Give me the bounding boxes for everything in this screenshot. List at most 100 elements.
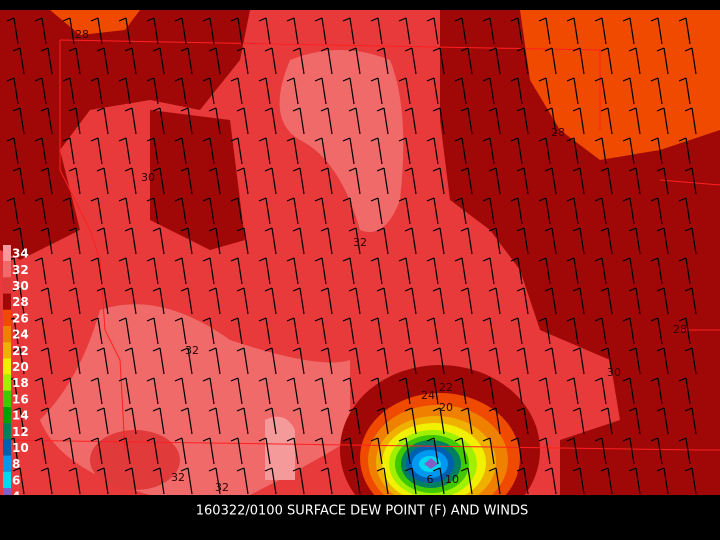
barb-shaft (215, 107, 221, 135)
barb-shaft (97, 17, 103, 45)
barb-shaft (383, 347, 389, 375)
barb-flag (432, 287, 441, 292)
barb-shaft (663, 227, 669, 255)
barb-flag (628, 227, 637, 232)
boundaries (0, 39, 720, 451)
barb-flag (34, 377, 43, 382)
barb-flag (566, 197, 575, 202)
barb-shaft (523, 287, 529, 315)
barb-shaft (383, 287, 389, 315)
barb-flag (342, 257, 351, 262)
barb-flag (236, 287, 245, 292)
barb-shaft (69, 377, 75, 405)
barb-flag (12, 467, 21, 472)
barb-flag (230, 257, 239, 262)
barb-flag (34, 317, 43, 322)
barb-shaft (13, 437, 19, 465)
contour-label: 30 (141, 171, 155, 184)
barb-flag (258, 77, 267, 82)
barb-shaft (181, 257, 187, 285)
barb-flag (230, 137, 239, 142)
barb-flag (90, 197, 99, 202)
field-34 (265, 416, 295, 480)
barb-flag (544, 107, 553, 112)
barb-shaft (461, 257, 467, 285)
barb-flag (566, 137, 575, 142)
barb-flag (594, 257, 603, 262)
barb-shaft (411, 347, 417, 375)
barb-shaft (131, 467, 137, 495)
barb-shaft (321, 77, 327, 105)
barb-flag (314, 257, 323, 262)
barb-shaft (523, 227, 529, 255)
barb-flag (600, 347, 609, 352)
barb-flag (678, 317, 687, 322)
barb-flag (398, 377, 407, 382)
barb-shaft (355, 467, 361, 495)
barb-flag (628, 407, 637, 412)
barb-shaft (573, 377, 579, 405)
legend-swatch (3, 390, 11, 407)
barb-shaft (19, 47, 25, 75)
barb-shaft (299, 47, 305, 75)
barb-shaft (523, 467, 529, 495)
barb-flag (376, 347, 385, 352)
barb-shaft (75, 347, 81, 375)
barb-shaft (411, 47, 417, 75)
barb-flag (370, 137, 379, 142)
barb-shaft (299, 407, 305, 435)
barb-shaft (181, 317, 187, 345)
barb-shaft (467, 227, 473, 255)
barb-flag (320, 47, 329, 52)
barb-shaft (131, 47, 137, 75)
barb-flag (488, 287, 497, 292)
barb-flag (34, 137, 43, 142)
barb-flag (258, 197, 267, 202)
barb-flag (404, 347, 413, 352)
barb-shaft (349, 137, 355, 165)
barb-flag (62, 137, 71, 142)
barb-flag (432, 347, 441, 352)
barb-flag (454, 257, 463, 262)
barb-flag (572, 287, 581, 292)
barb-flag (398, 17, 407, 22)
barb-shaft (517, 137, 523, 165)
barb-shaft (411, 407, 417, 435)
barb-shaft (467, 287, 473, 315)
barb-flag (62, 317, 71, 322)
barb-shaft (69, 257, 75, 285)
barb-flag (544, 167, 553, 172)
barb-flag (650, 137, 659, 142)
barb-flag (152, 347, 161, 352)
barb-shaft (579, 347, 585, 375)
barb-shaft (19, 467, 25, 495)
barb-flag (292, 407, 301, 412)
barb-shaft (299, 167, 305, 195)
barb-flag (482, 257, 491, 262)
barb-shaft (69, 17, 75, 45)
barb-flag (594, 377, 603, 382)
barb-flag (460, 407, 469, 412)
contour-label: 22 (439, 381, 453, 394)
barb-flag (454, 137, 463, 142)
legend-label: 22 (12, 344, 29, 358)
barb-shaft (467, 467, 473, 495)
low-center (424, 458, 438, 469)
barb-flag (678, 17, 687, 22)
barb-shaft (327, 467, 333, 495)
barb-shaft (601, 377, 607, 405)
barb-shaft (635, 107, 641, 135)
barb-shaft (405, 197, 411, 225)
barb-flag (622, 257, 631, 262)
barb-flag (152, 47, 161, 52)
barb-flag (398, 77, 407, 82)
barb-shaft (265, 437, 271, 465)
barb-shaft (125, 257, 131, 285)
contour-label: 10 (445, 473, 459, 486)
barb-flag (6, 137, 15, 142)
barb-shaft (75, 47, 81, 75)
barb-shaft (355, 347, 361, 375)
barb-shaft (663, 407, 669, 435)
barb-flag (656, 47, 665, 52)
boundary (59, 40, 126, 451)
